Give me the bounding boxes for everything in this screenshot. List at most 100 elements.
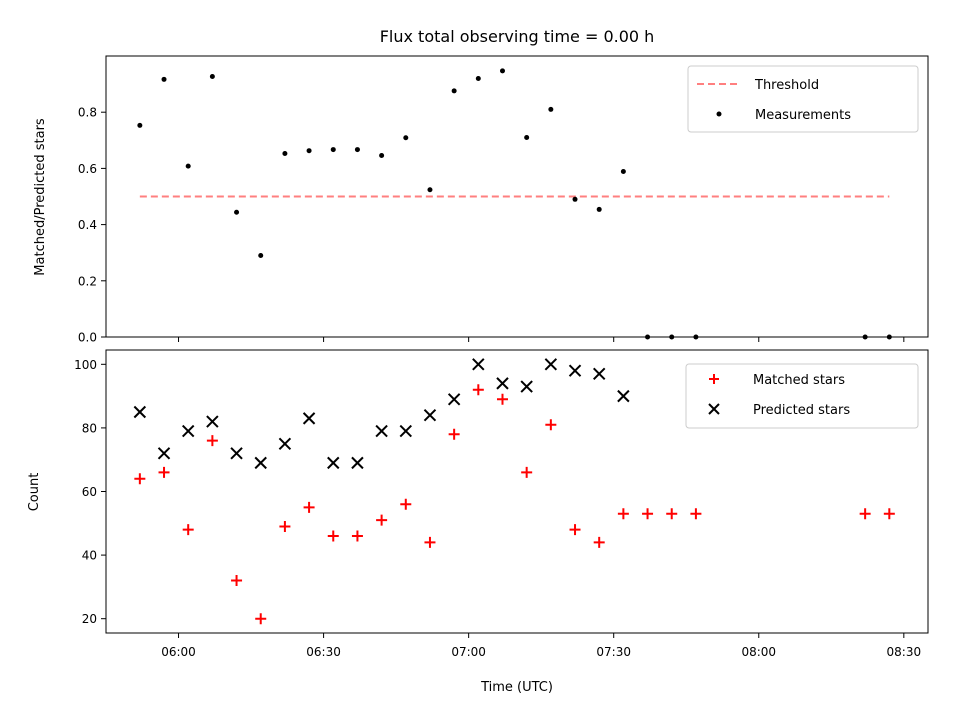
matched-star-marker bbox=[448, 428, 460, 440]
measurement-point bbox=[282, 151, 288, 157]
x-tick-label: 06:00 bbox=[161, 645, 196, 659]
predicted-star-marker bbox=[544, 358, 558, 371]
measurement-point bbox=[693, 334, 699, 340]
measurement-point bbox=[258, 253, 264, 259]
predicted-star-marker bbox=[399, 424, 412, 438]
count-ytick-label: 40 bbox=[82, 549, 97, 563]
measurement-point bbox=[886, 334, 892, 340]
predicted-legend-swatch bbox=[708, 403, 720, 415]
predicted-star-marker bbox=[472, 358, 485, 371]
predicted-star-marker bbox=[157, 447, 171, 460]
count-y-axis-label: Count bbox=[27, 473, 42, 512]
measurement-point bbox=[572, 196, 578, 202]
predicted-star-marker bbox=[254, 456, 267, 470]
count-ytick-label: 60 bbox=[82, 485, 97, 499]
predicted-star-marker bbox=[617, 389, 630, 403]
matched-star-marker bbox=[569, 524, 581, 536]
measurement-point bbox=[645, 334, 651, 340]
ratio-ytick-label: 0.8 bbox=[78, 106, 97, 120]
matched-star-marker bbox=[158, 466, 170, 478]
x-tick-label: 07:30 bbox=[596, 645, 631, 659]
measurement-point bbox=[669, 334, 675, 340]
matched-legend-label: Matched stars bbox=[753, 373, 845, 388]
measurement-point bbox=[403, 135, 409, 141]
predicted-star-marker bbox=[302, 412, 316, 425]
matched-star-marker bbox=[859, 508, 871, 520]
ratio-ytick-label: 0.4 bbox=[78, 218, 97, 232]
predicted-star-marker bbox=[520, 380, 533, 393]
matched-star-marker bbox=[303, 501, 315, 513]
matched-star-marker bbox=[134, 473, 146, 485]
count-ytick-label: 80 bbox=[82, 421, 97, 435]
count-panel: 20 40 60 80 100 06:00 06:30 07:00 07:30 08:00 08:… bbox=[27, 349, 929, 695]
ratio-legend-box bbox=[687, 65, 919, 133]
predicted-legend-label: Predicted stars bbox=[753, 403, 850, 418]
ratio-ytick-label: 0.0 bbox=[78, 331, 97, 345]
matched-legend-swatch bbox=[709, 374, 719, 384]
measurement-point bbox=[548, 106, 554, 112]
matched-star-marker bbox=[496, 393, 508, 405]
count-ytick-label: 100 bbox=[74, 358, 97, 372]
ratio-ytick-label: 0.2 bbox=[78, 274, 97, 288]
measurement-point bbox=[137, 122, 143, 128]
matched-star-marker bbox=[400, 498, 412, 510]
matched-star-marker bbox=[472, 384, 484, 396]
matched-star-marker bbox=[642, 508, 654, 520]
matched-star-marker bbox=[255, 613, 267, 625]
predicted-star-marker bbox=[568, 364, 582, 377]
measurement-point bbox=[161, 76, 167, 82]
measurements-legend-swatch bbox=[716, 111, 722, 117]
matched-star-marker bbox=[617, 508, 629, 520]
predicted-star-marker bbox=[181, 424, 195, 438]
matched-star-marker bbox=[521, 466, 533, 478]
matched-star-marker bbox=[327, 530, 339, 542]
ratio-ytick-label: 0.6 bbox=[78, 162, 97, 176]
predicted-star-marker bbox=[230, 447, 243, 460]
measurement-point bbox=[379, 152, 385, 158]
matched-star-marker bbox=[279, 520, 291, 532]
matched-star-marker bbox=[351, 530, 363, 542]
matched-star-marker bbox=[182, 524, 194, 536]
matched-star-marker bbox=[690, 508, 702, 520]
matched-star-marker bbox=[424, 536, 436, 548]
predicted-star-marker bbox=[133, 405, 147, 419]
x-tick-label: 08:30 bbox=[887, 645, 922, 659]
measurement-point bbox=[330, 147, 336, 153]
count-legend-box bbox=[685, 363, 919, 429]
x-tick-label: 08:00 bbox=[741, 645, 776, 659]
ratio-axes-frame bbox=[105, 55, 929, 338]
predicted-star-marker bbox=[375, 424, 388, 438]
measurement-point bbox=[524, 134, 530, 140]
predicted-star-marker bbox=[351, 456, 364, 470]
matched-star-marker bbox=[666, 508, 678, 520]
measurement-point bbox=[234, 209, 240, 215]
ratio-panel: 0.00.20.40.60.8 Matched/Predicted stars … bbox=[33, 55, 929, 345]
predicted-star-marker bbox=[447, 393, 461, 406]
measurement-point bbox=[427, 187, 433, 193]
threshold-legend-label: Threshold bbox=[754, 78, 819, 93]
measurement-point bbox=[475, 75, 481, 81]
count-legend: Matched stars Predicted stars bbox=[685, 363, 919, 429]
matched-star-marker bbox=[376, 514, 388, 526]
predicted-star-marker bbox=[423, 408, 437, 422]
ratio-y-axis-label: Matched/Predicted stars bbox=[33, 118, 48, 276]
measurement-point bbox=[596, 206, 602, 212]
ratio-legend: Threshold Measurements bbox=[687, 65, 919, 133]
measurement-point bbox=[862, 334, 868, 340]
measurement-point bbox=[354, 147, 360, 153]
matched-star-marker bbox=[883, 508, 895, 520]
measurement-point bbox=[209, 74, 215, 80]
measurement-point bbox=[499, 68, 505, 74]
measurement-point bbox=[185, 163, 191, 169]
x-tick-label: 06:30 bbox=[306, 645, 341, 659]
count-ytick-label: 20 bbox=[82, 612, 97, 626]
predicted-star-marker bbox=[592, 367, 606, 381]
chart-title: Flux total observing time = 0.00 h bbox=[380, 27, 655, 46]
x-tick-label: 07:00 bbox=[451, 645, 486, 659]
predicted-star-marker bbox=[327, 456, 340, 470]
measurement-point bbox=[620, 168, 626, 174]
matched-star-marker bbox=[545, 419, 557, 431]
predicted-star-marker bbox=[206, 415, 219, 428]
measurement-point bbox=[306, 148, 312, 154]
matched-star-marker bbox=[593, 536, 605, 548]
